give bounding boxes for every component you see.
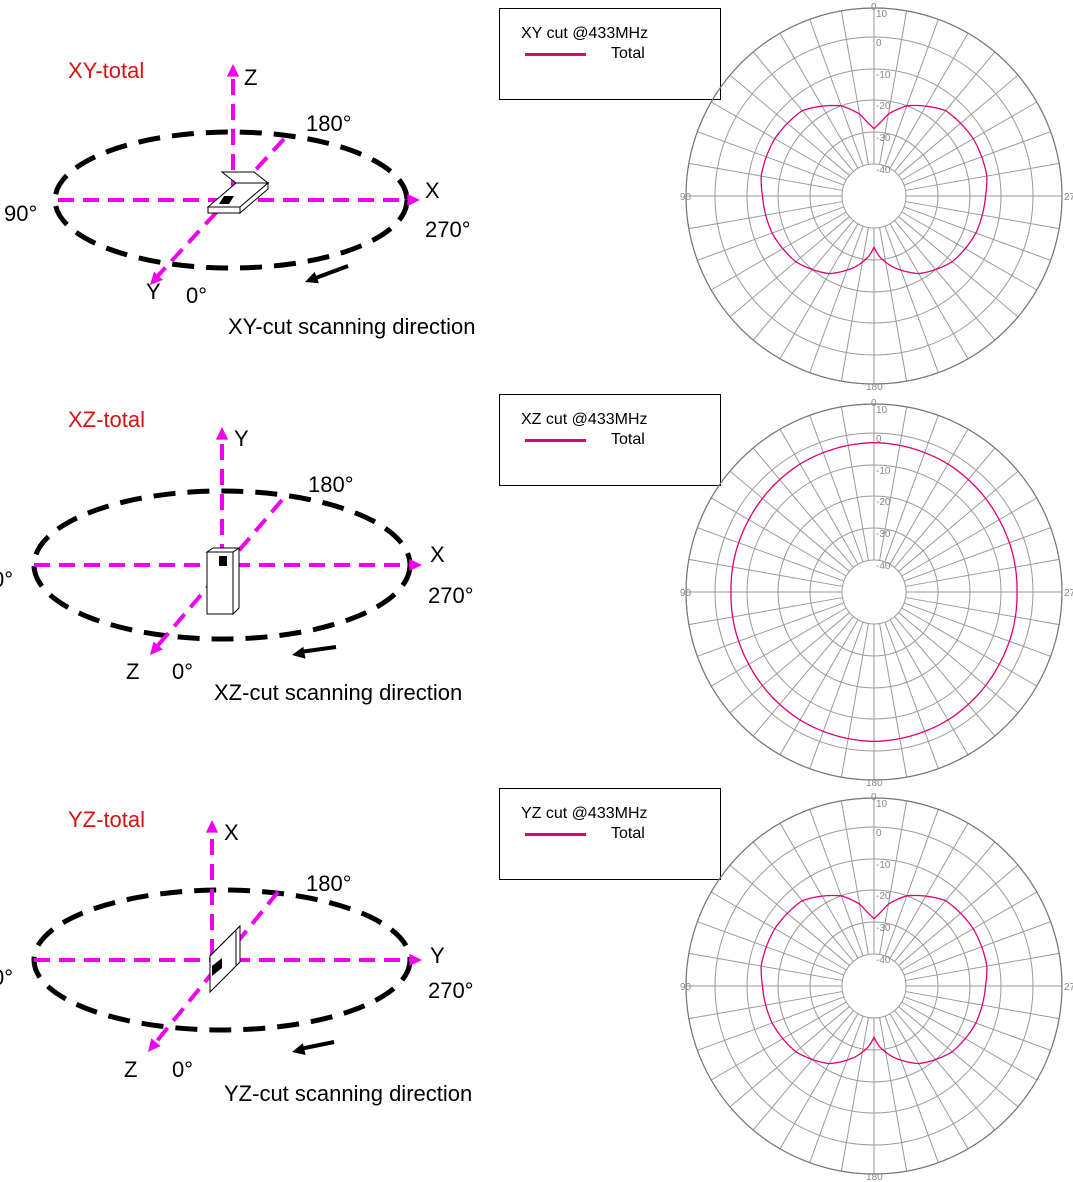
- radial-tick-label: -20: [876, 891, 891, 902]
- angle-label-top: 180°: [306, 111, 352, 136]
- radial-tick-label: -40: [876, 955, 891, 966]
- series-total-trace: [730, 441, 1018, 743]
- radial-tick-label: -40: [876, 561, 891, 572]
- angle-label-right: 270°: [425, 217, 471, 242]
- polar-chart: 100-10-20-30-40090180270: [680, 792, 1073, 1182]
- chart-legend: YZ cut @433MHz Total: [499, 788, 721, 880]
- orientation-diagrams: XY-total Z X Y 180° 90° 270° 0° XY-cut scanning …: [0, 58, 475, 1106]
- axis-label-up: Z: [244, 65, 257, 90]
- radial-tick-label: 10: [876, 9, 888, 20]
- angle-tick-label: 270: [1064, 588, 1073, 599]
- angle-label-bottom: 0°: [186, 283, 207, 308]
- panel-title: XZ-total: [68, 407, 145, 432]
- panel-title: YZ-total: [68, 807, 145, 832]
- radial-tick-label: -30: [876, 529, 891, 540]
- radial-tick-label: 0: [876, 38, 882, 49]
- angle-label-right: 270°: [428, 978, 474, 1003]
- polar-grid: [685, 403, 1063, 781]
- radial-tick-label: -30: [876, 133, 891, 144]
- diagonal-axis: [152, 137, 286, 282]
- rotation-direction-arrow: [299, 645, 337, 654]
- legend-series-name: Total: [611, 45, 645, 62]
- angle-tick-label: 0: [871, 792, 877, 803]
- axis-label-up: Y: [234, 426, 249, 451]
- chart-legend: XY cut @433MHz Total: [499, 8, 721, 100]
- axis-label-right: X: [430, 542, 445, 567]
- scan-path-ellipse: [52, 129, 410, 271]
- device-under-test: [206, 171, 270, 215]
- radial-tick-label: 10: [876, 799, 888, 810]
- angle-tick-label: 0: [871, 2, 877, 13]
- axis-label-diagonal: Z: [126, 659, 139, 684]
- angle-label-top: 180°: [306, 871, 352, 896]
- device-under-test: [209, 924, 241, 994]
- axis-label-right: Y: [430, 943, 445, 968]
- series-total-trace: [760, 104, 988, 275]
- angle-tick-label: 90: [680, 588, 692, 599]
- legend-title: XY cut @433MHz: [521, 25, 649, 42]
- polar-grid: [685, 7, 1063, 385]
- axis-label-right: X: [425, 178, 440, 203]
- legend-title: YZ cut @433MHz: [521, 805, 648, 822]
- angle-tick-label: 180: [866, 778, 883, 788]
- angle-tick-label: 90: [680, 982, 692, 993]
- angle-label-bottom: 0°: [172, 659, 193, 684]
- orientation-diagram: XY-total Z X Y 180° 90° 270° 0° XY-cut scanning …: [4, 58, 475, 339]
- radial-tick-label: -10: [876, 70, 891, 81]
- radial-tick-label: 10: [876, 405, 888, 416]
- series-total-trace: [760, 894, 988, 1065]
- panel-title: XY-total: [68, 58, 144, 83]
- radial-tick-label: -20: [876, 497, 891, 508]
- angle-tick-label: 270: [1064, 192, 1073, 203]
- legend-swatch: [525, 439, 586, 442]
- orientation-diagram: XZ-total Y X Z 180° 0° 270° 0° XZ-cut scanning d…: [0, 407, 474, 705]
- angle-label-bottom: 0°: [172, 1057, 193, 1082]
- axis-label-diagonal: Y: [146, 279, 161, 304]
- polar-grid: [685, 797, 1063, 1175]
- diagonal-axis: [150, 890, 280, 1049]
- diagonal-axis: [152, 498, 284, 652]
- legend-swatch: [525, 833, 586, 836]
- angle-tick-label: 90: [680, 192, 692, 203]
- radial-tick-label: -30: [876, 923, 891, 934]
- angle-label-left: 90°: [4, 201, 37, 226]
- radial-tick-label: -10: [876, 466, 891, 477]
- angle-tick-label: 270: [1064, 982, 1073, 993]
- radial-tick-label: -40: [876, 165, 891, 176]
- legend-swatch: [525, 53, 586, 56]
- legend-series-name: Total: [611, 825, 645, 842]
- angle-tick-label: 0: [871, 398, 877, 409]
- device-under-test: [205, 547, 241, 616]
- radial-tick-label: 0: [876, 828, 882, 839]
- legend-series-name: Total: [611, 431, 645, 448]
- legend-title: XZ cut @433MHz: [521, 411, 648, 428]
- scan-caption: YZ-cut scanning direction: [224, 1081, 472, 1106]
- angle-label-left: 0°: [0, 567, 13, 592]
- angle-label-left: 0°: [0, 965, 13, 990]
- polar-chart: 100-10-20-30-40090180270: [680, 2, 1073, 392]
- rotation-direction-arrow: [299, 1040, 335, 1051]
- radial-tick-label: -20: [876, 101, 891, 112]
- scan-caption: XY-cut scanning direction: [228, 314, 475, 339]
- angle-label-top: 180°: [308, 472, 354, 497]
- axis-label-diagonal: Z: [124, 1057, 137, 1082]
- radial-tick-label: 0: [876, 434, 882, 445]
- angle-label-right: 270°: [428, 583, 474, 608]
- angle-tick-label: 180: [866, 1172, 883, 1182]
- scan-caption: XZ-cut scanning direction: [214, 680, 462, 705]
- axis-label-up: X: [224, 820, 239, 845]
- polar-chart: 100-10-20-30-40090180270: [680, 398, 1073, 788]
- radial-tick-label: -10: [876, 860, 891, 871]
- chart-legend: XZ cut @433MHz Total: [499, 394, 721, 486]
- angle-tick-label: 180: [866, 382, 883, 392]
- rotation-direction-arrow: [312, 264, 349, 281]
- orientation-diagram: YZ-total X Y Z 180° 0° 270° 0° YZ-cut scanning d…: [0, 807, 474, 1106]
